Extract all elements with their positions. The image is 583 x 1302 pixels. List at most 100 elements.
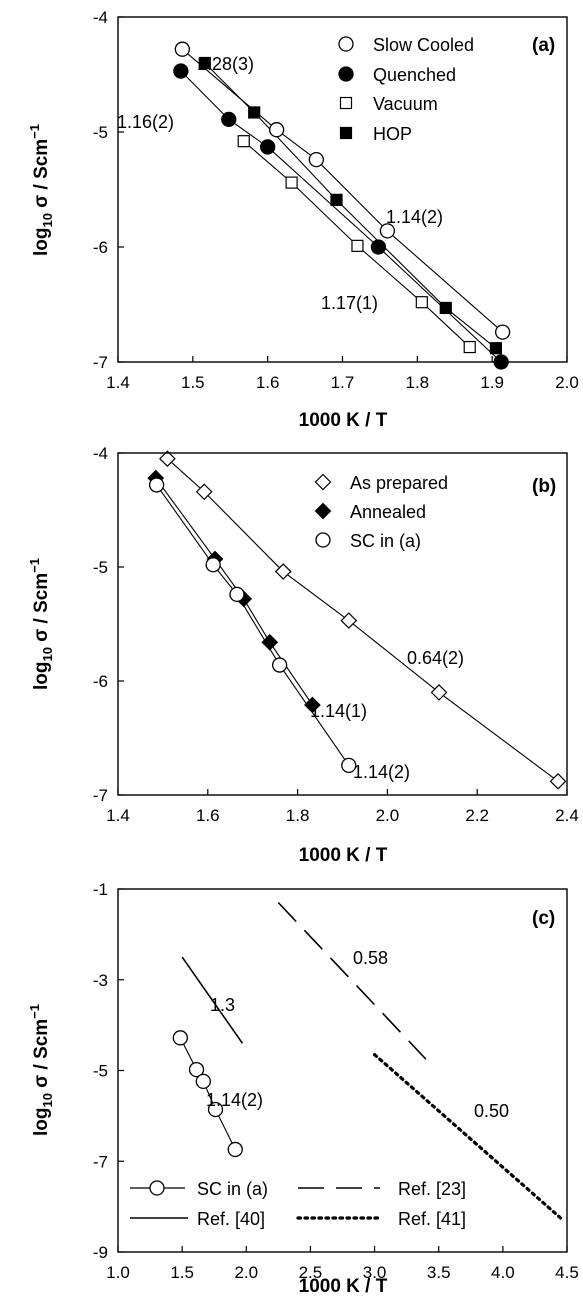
data-point-b-as-prepared-4 bbox=[430, 684, 448, 701]
y-tick-label-c-3: -7 bbox=[93, 1152, 108, 1171]
x-tick-label-c-4: 3.0 bbox=[363, 1263, 387, 1282]
data-point-a-quenched-2 bbox=[260, 139, 276, 155]
legend-icon-slow-cooled bbox=[338, 36, 354, 52]
annotation-quenched-slope: 1.16(2) bbox=[117, 112, 174, 132]
x-axis-title-c: 1000 K / T bbox=[299, 1276, 388, 1297]
series-line-a-slow-cooled bbox=[181, 48, 504, 333]
y-tick-label-a-1: -5 bbox=[93, 123, 108, 142]
x-tick-label-c-5: 3.5 bbox=[427, 1263, 451, 1282]
data-point-c-sc-in-a-2 bbox=[195, 1073, 211, 1090]
plot-frame-b bbox=[117, 452, 568, 796]
data-point-a-vacuum-2 bbox=[351, 239, 364, 252]
x-tick-label-c-1: 1.5 bbox=[170, 1263, 194, 1282]
legend-label-sc-in-a-c: SC in (a) bbox=[197, 1179, 268, 1199]
x-tick-label-c-2: 2.0 bbox=[234, 1263, 258, 1282]
panel-label-c: (c) bbox=[532, 908, 555, 929]
data-point-a-quenched-0 bbox=[173, 63, 189, 79]
legend-b: As prepared Annealed SC in (a) bbox=[314, 473, 448, 551]
y-axis-title-a: log10 σ / Scm−1 bbox=[27, 124, 55, 256]
data-point-c-sc-in-a-4 bbox=[227, 1141, 243, 1158]
y-axis-title-b: log10 σ / Scm−1 bbox=[27, 558, 55, 690]
data-point-a-vacuum-3 bbox=[415, 296, 428, 309]
data-point-c-sc-in-a-1 bbox=[188, 1061, 205, 1078]
x-tick-label-b-4: 2.2 bbox=[465, 806, 489, 825]
annotation-sc-slope-c: 1.14(2) bbox=[206, 1090, 263, 1110]
legend-label-annealed: Annealed bbox=[350, 502, 426, 522]
legend-icon-as-prepared-b bbox=[314, 473, 332, 491]
legend-label-sc-in-a: SC in (a) bbox=[350, 531, 421, 551]
series-line-c-ref-40 bbox=[181, 956, 244, 1044]
x-tick-label-a-1: 1.5 bbox=[181, 373, 205, 392]
x-tick-label-c-6: 4.0 bbox=[491, 1263, 515, 1282]
annotation-ref23-slope: 0.58 bbox=[353, 948, 388, 968]
series-line-b-as-prepared bbox=[167, 458, 559, 782]
x-tick-label-b-1: 1.6 bbox=[196, 806, 220, 825]
x-tick-label-a-0: 1.4 bbox=[106, 373, 130, 392]
data-point-a-slow-cooled-3 bbox=[379, 223, 396, 239]
legend-c: SC in (a) Ref. [40] Ref. [23] Ref. [41] bbox=[130, 1179, 466, 1229]
data-point-a-hop-3 bbox=[439, 301, 452, 315]
data-point-a-hop-1 bbox=[248, 106, 261, 119]
data-point-a-quenched-1 bbox=[221, 111, 237, 127]
data-point-a-slow-cooled-4 bbox=[494, 324, 511, 340]
legend-label-slow-cooled: Slow Cooled bbox=[373, 35, 474, 55]
data-point-a-vacuum-1 bbox=[285, 176, 298, 189]
legend-label-ref-23: Ref. [23] bbox=[398, 1179, 466, 1199]
x-tick-label-c-3: 2.5 bbox=[299, 1263, 323, 1282]
y-tick-label-a-3: -7 bbox=[93, 353, 108, 372]
legend-icon-quenched bbox=[338, 66, 354, 82]
y-tick-label-c-4: -9 bbox=[93, 1243, 108, 1262]
panel-c: 1.0 1.5 2.0 2.5 3.0 3.5 4.0 4.5 -1 -3 -5 -7 -9 (c) S… bbox=[27, 880, 579, 1297]
legend-label-quenched: Quenched bbox=[373, 65, 456, 85]
data-point-a-slow-cooled-0 bbox=[174, 41, 191, 57]
y-tick-label-c-2: -5 bbox=[93, 1062, 108, 1081]
data-point-b-sc-in-a-3 bbox=[271, 657, 288, 673]
legend-icon-sc-in-a-b bbox=[315, 532, 331, 548]
x-tick-label-a-6: 2.0 bbox=[555, 373, 579, 392]
annotation-ref41-slope: 0.50 bbox=[474, 1101, 509, 1121]
x-tick-label-b-2: 1.8 bbox=[286, 806, 310, 825]
data-point-a-hop-2 bbox=[330, 193, 343, 206]
annotation-hop-slope: 1.28(3) bbox=[197, 54, 254, 74]
data-point-b-sc-in-a-1 bbox=[205, 557, 221, 573]
data-point-b-as-prepared-0 bbox=[159, 450, 176, 468]
y-axis-title-c: log10 σ / Scm−1 bbox=[27, 1004, 55, 1136]
legend-label-ref-41: Ref. [41] bbox=[398, 1209, 466, 1229]
y-tick-label-c-1: -3 bbox=[93, 971, 108, 990]
legend-icon-annealed-b bbox=[314, 502, 332, 520]
data-point-b-as-prepared-3 bbox=[340, 612, 358, 629]
y-tick-label-a-2: -6 bbox=[93, 238, 108, 257]
y-tick-label-a-0: -4 bbox=[93, 8, 108, 27]
data-point-c-sc-in-a-0 bbox=[172, 1030, 188, 1046]
x-tick-label-a-5: 1.9 bbox=[480, 373, 504, 392]
data-point-b-annealed-3 bbox=[261, 633, 279, 651]
legend-icon-hop bbox=[339, 126, 353, 140]
x-tick-label-a-2: 1.6 bbox=[256, 373, 280, 392]
x-tick-label-a-4: 1.8 bbox=[406, 373, 430, 392]
data-point-b-as-prepared-2 bbox=[274, 563, 292, 580]
x-tick-label-b-3: 2.0 bbox=[376, 806, 400, 825]
legend-icon-sc-marker-c bbox=[149, 1180, 165, 1196]
legend-label-ref-40: Ref. [40] bbox=[197, 1209, 265, 1229]
data-point-a-slow-cooled-1 bbox=[268, 122, 285, 138]
legend-icon-vacuum bbox=[339, 96, 353, 110]
annotation-vacuum-slope: 1.17(1) bbox=[321, 293, 378, 313]
data-point-c-sc-in-a-3 bbox=[207, 1101, 224, 1118]
data-point-a-slow-cooled-2 bbox=[308, 151, 324, 168]
x-tick-label-c-0: 1.0 bbox=[106, 1263, 130, 1282]
data-point-b-as-prepared-5 bbox=[549, 772, 567, 790]
series-line-c-ref-41 bbox=[372, 1053, 565, 1222]
annotation-sc-slope-b: 1.14(2) bbox=[353, 762, 410, 782]
panel-b: 1.4 1.6 1.8 2.0 2.2 2.4 -4 -5 -6 -7 (b) As prepar… bbox=[27, 444, 579, 866]
legend-label-hop: HOP bbox=[373, 124, 412, 144]
x-tick-label-a-3: 1.7 bbox=[331, 373, 355, 392]
data-point-b-sc-in-a-2 bbox=[229, 586, 245, 603]
data-point-a-quenched-3 bbox=[370, 239, 387, 255]
panel-label-b: (b) bbox=[532, 476, 556, 497]
x-tick-label-b-0: 1.4 bbox=[106, 806, 130, 825]
y-tick-label-b-2: -6 bbox=[93, 672, 108, 691]
data-point-b-sc-in-a-0 bbox=[148, 477, 165, 493]
panel-a: 1.4 1.5 1.6 1.7 1.8 1.9 2.0 -4 -5 -6 -7 (a) Slow C… bbox=[27, 8, 579, 431]
series-line-c-ref-23 bbox=[277, 902, 427, 1060]
